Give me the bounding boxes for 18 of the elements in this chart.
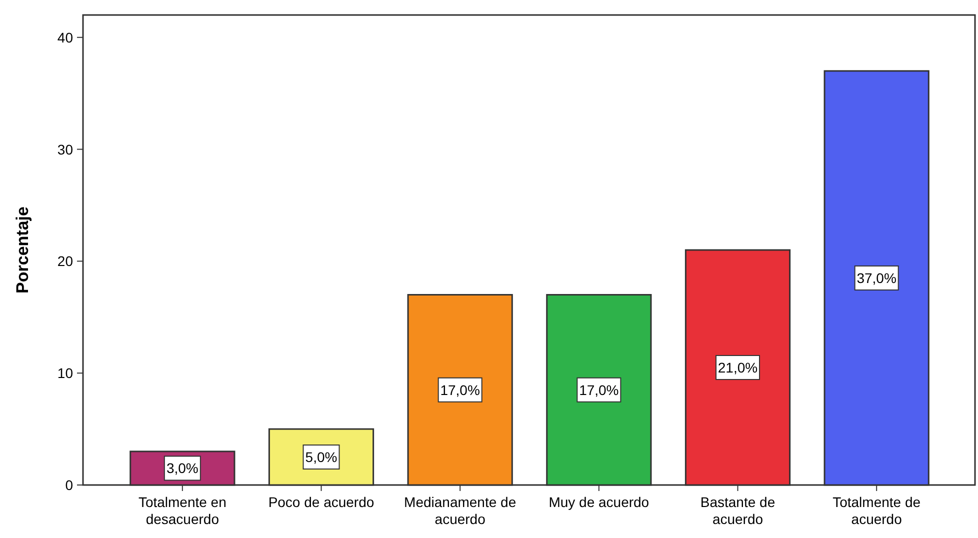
y-tick-label: 10 xyxy=(57,365,74,382)
x-tick-label: Totalmente en desacuerdo xyxy=(138,494,226,527)
x-tick-label: Bastante de acuerdo xyxy=(700,494,776,527)
data-label: 3,0% xyxy=(166,460,198,476)
data-label: 21,0% xyxy=(718,360,758,376)
x-tick-label: Totalmente de acuerdo xyxy=(832,494,921,527)
x-tick-label: Medianamente de acuerdo xyxy=(404,494,516,527)
y-tick-label: 20 xyxy=(57,253,74,270)
data-label: 5,0% xyxy=(305,449,338,466)
x-tick-label: Muy de acuerdo xyxy=(548,494,650,510)
data-label: 17,0% xyxy=(579,382,619,398)
y-axis-title: Porcentaje xyxy=(13,206,32,294)
y-tick-label: 40 xyxy=(57,29,74,46)
x-tick-label: Poco de acuerdo xyxy=(268,494,374,510)
data-label: 17,0% xyxy=(440,382,480,398)
y-tick-label: 30 xyxy=(57,141,74,158)
y-tick-label: 0 xyxy=(65,477,74,493)
data-label: 37,0% xyxy=(856,270,896,286)
